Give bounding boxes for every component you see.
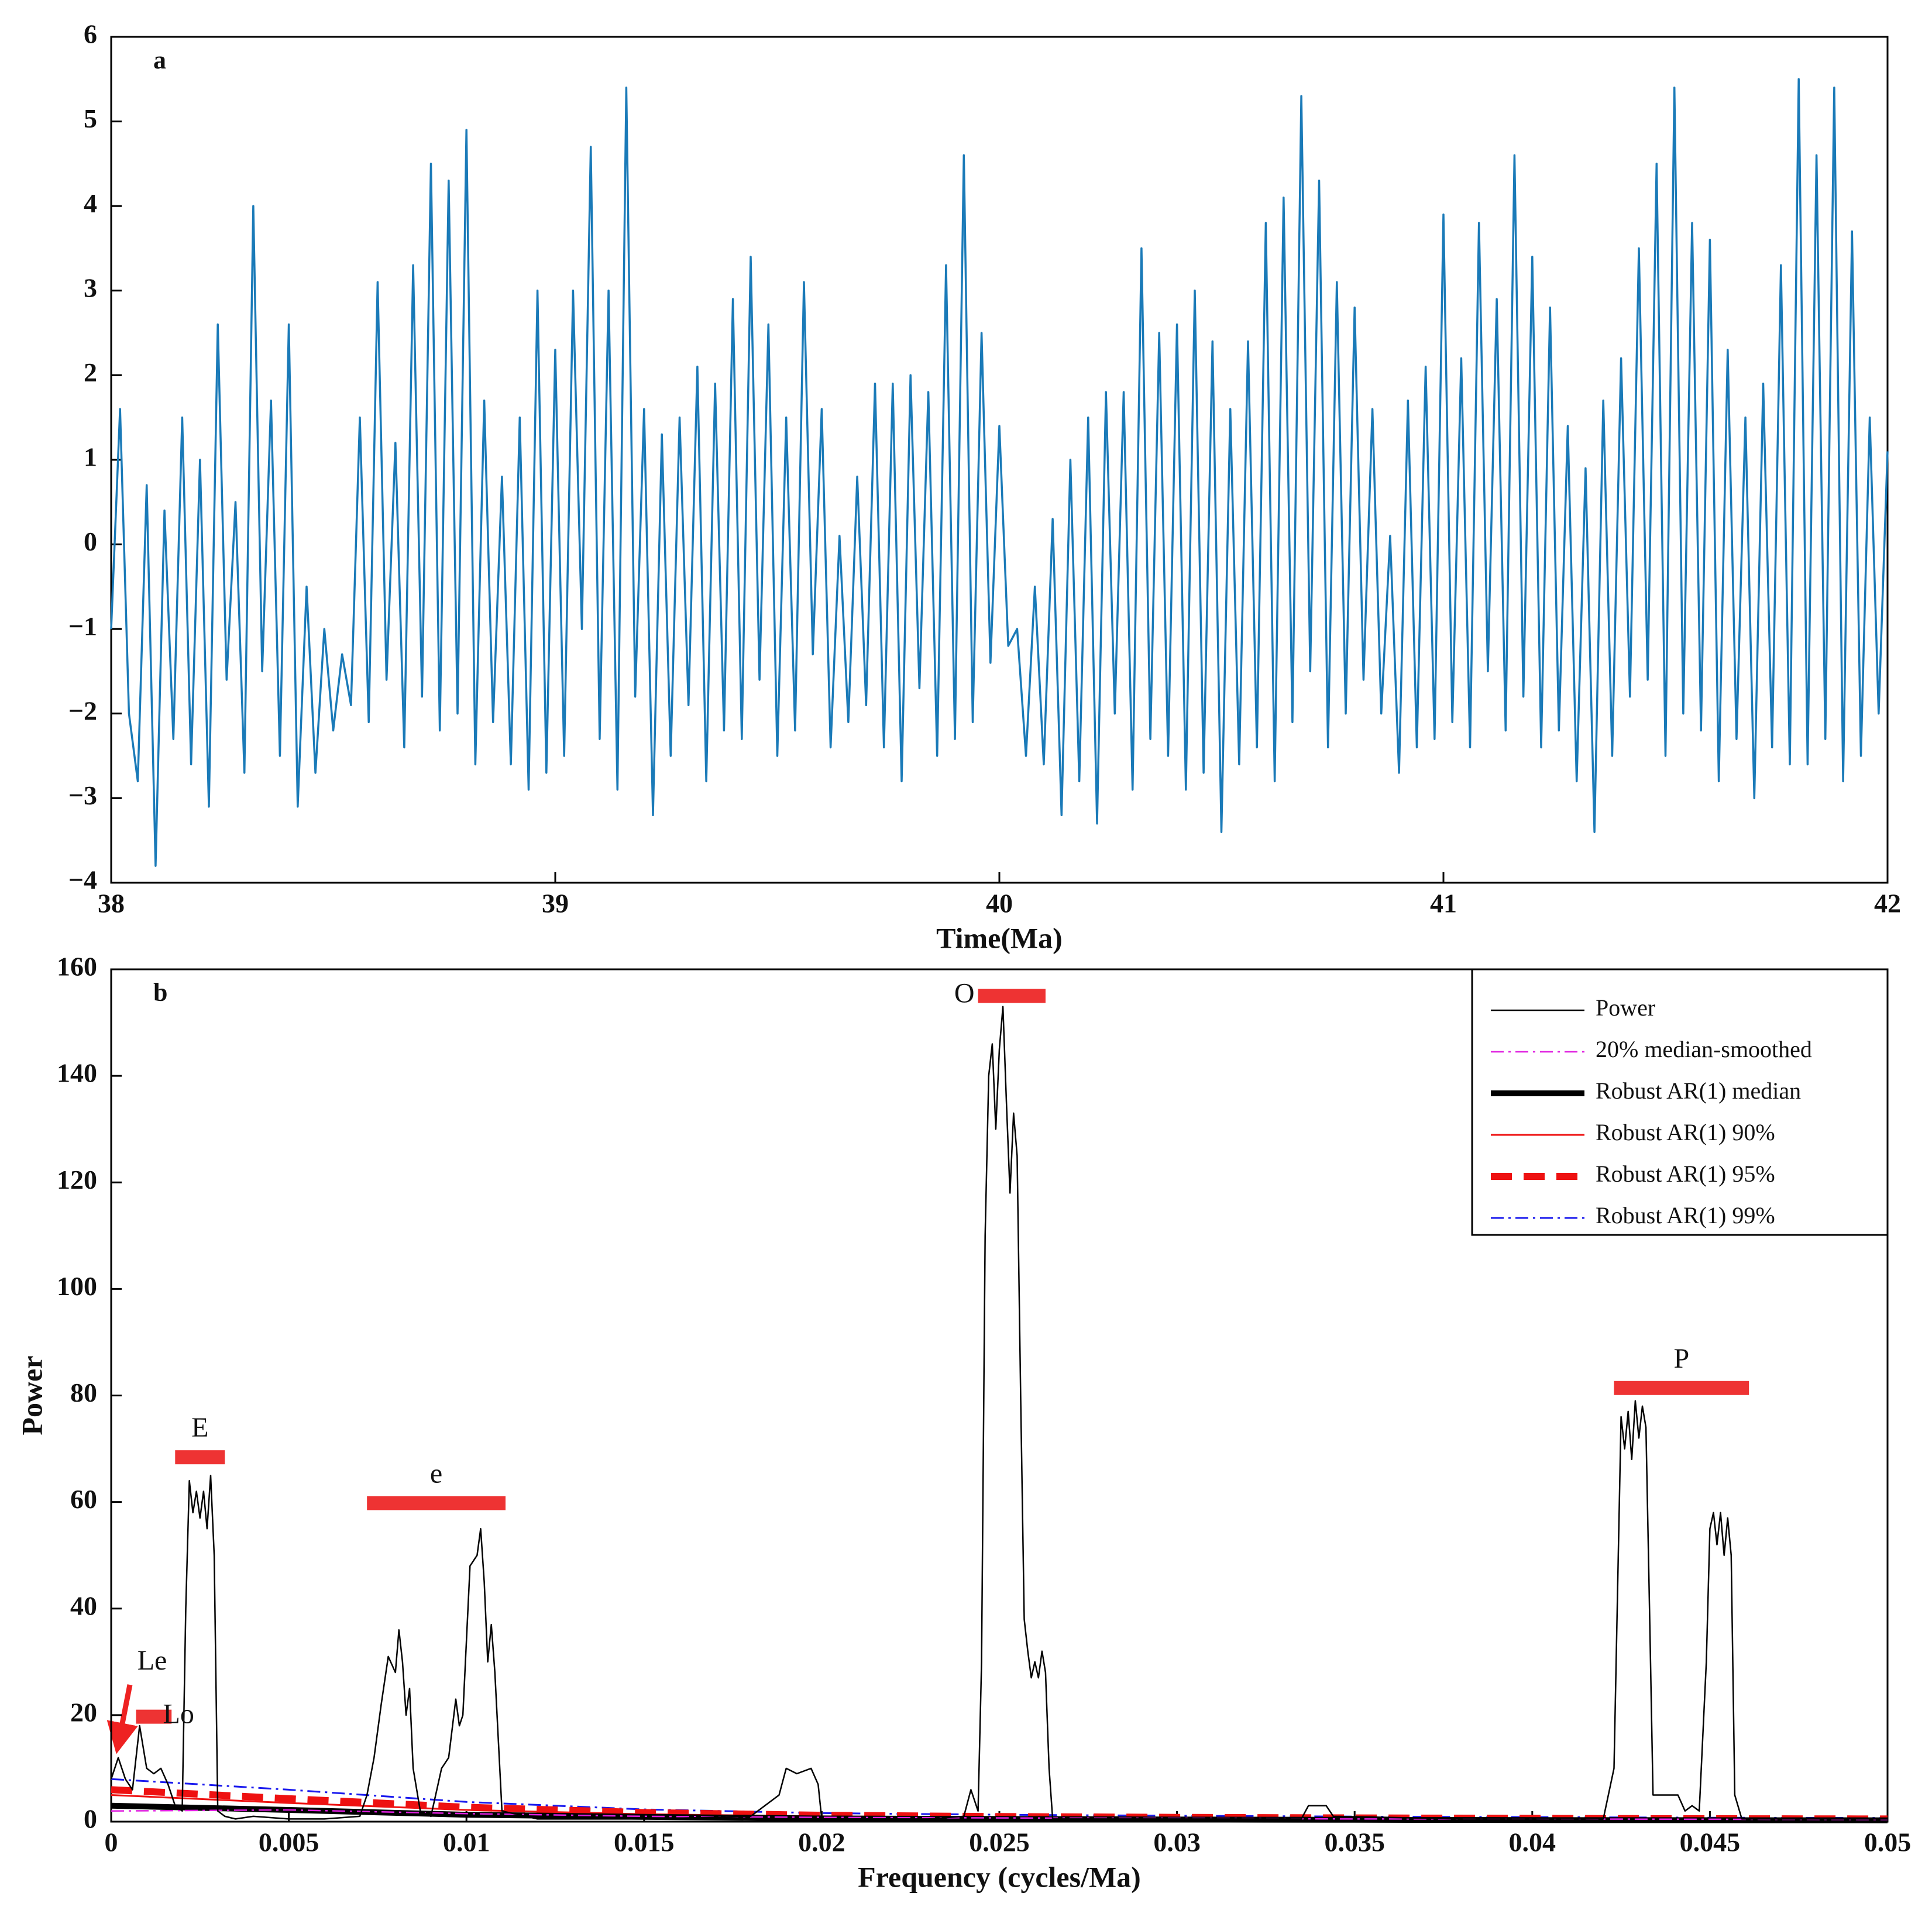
annotation-label: E bbox=[191, 1412, 208, 1443]
y-tick-label: 40 bbox=[70, 1591, 97, 1620]
annotation-bar bbox=[136, 1709, 172, 1724]
y-tick-label: 160 bbox=[57, 952, 97, 982]
series-line bbox=[111, 1802, 1888, 1823]
y-tick-label: 60 bbox=[70, 1484, 97, 1514]
y-axis-label: Power bbox=[15, 1355, 48, 1435]
annotation-bar bbox=[367, 1496, 506, 1510]
y-tick-label: 6 bbox=[84, 19, 97, 49]
y-tick-label: 1 bbox=[84, 442, 97, 472]
le-arrow bbox=[106, 1684, 138, 1754]
x-tick-label: 39 bbox=[542, 889, 569, 918]
y-tick-label: 80 bbox=[70, 1378, 97, 1407]
x-tick-label: 41 bbox=[1430, 889, 1457, 918]
annotation-label: e bbox=[430, 1458, 442, 1489]
annotation-bar bbox=[1614, 1381, 1749, 1395]
annotation-bar bbox=[978, 989, 1046, 1003]
data-line bbox=[110, 78, 1889, 867]
x-tick-label: 40 bbox=[986, 889, 1013, 918]
y-tick-label: −2 bbox=[68, 696, 97, 725]
annotation-label: O bbox=[954, 978, 975, 1009]
annotation-label: Le bbox=[137, 1645, 167, 1676]
panel-label: a bbox=[153, 46, 166, 74]
legend-label: Robust AR(1) 99% bbox=[1596, 1202, 1775, 1228]
x-tick-label: 0.05 bbox=[1864, 1827, 1912, 1857]
legend-label: Robust AR(1) 95% bbox=[1596, 1161, 1775, 1187]
x-tick-label: 42 bbox=[1874, 889, 1901, 918]
x-axis-label: Frequency (cycles/Ma) bbox=[858, 1860, 1141, 1893]
y-tick-label: −1 bbox=[68, 611, 97, 641]
panel-label: b bbox=[153, 978, 167, 1007]
x-axis-label: Time(Ma) bbox=[936, 921, 1063, 954]
y-tick-label: 120 bbox=[57, 1165, 97, 1195]
y-tick-label: 3 bbox=[84, 273, 97, 302]
y-tick-label: 0 bbox=[84, 1804, 97, 1834]
y-tick-label: 0 bbox=[84, 526, 97, 556]
y-tick-label: 20 bbox=[70, 1697, 97, 1727]
x-tick-label: 0.04 bbox=[1509, 1827, 1556, 1857]
x-tick-label: 0 bbox=[105, 1827, 118, 1857]
y-tick-label: 100 bbox=[57, 1271, 97, 1301]
y-tick-label: −4 bbox=[68, 865, 97, 895]
x-tick-label: 0.02 bbox=[798, 1827, 845, 1857]
annotation-label: P bbox=[1673, 1343, 1689, 1374]
x-tick-label: 0.015 bbox=[614, 1827, 675, 1857]
x-tick-label: 38 bbox=[98, 889, 125, 918]
x-tick-label: 0.045 bbox=[1680, 1827, 1741, 1857]
annotation-label: Lo bbox=[163, 1699, 194, 1730]
x-tick-label: 0.025 bbox=[969, 1827, 1030, 1857]
annotation-bar bbox=[175, 1450, 225, 1465]
y-tick-label: 5 bbox=[84, 104, 97, 133]
legend-label: Robust AR(1) median bbox=[1596, 1078, 1801, 1104]
series-line bbox=[110, 1006, 1888, 1820]
x-tick-label: 0.03 bbox=[1153, 1827, 1201, 1857]
y-tick-label: 4 bbox=[84, 188, 97, 218]
y-tick-label: 140 bbox=[57, 1058, 97, 1088]
x-tick-label: 0.035 bbox=[1324, 1827, 1385, 1857]
x-tick-label: 0.005 bbox=[259, 1827, 319, 1857]
y-tick-label: −3 bbox=[68, 780, 97, 810]
x-tick-label: 0.01 bbox=[443, 1827, 490, 1857]
legend-box bbox=[1471, 968, 1889, 1236]
y-tick-label: 2 bbox=[84, 357, 97, 387]
legend-label: 20% median-smoothed bbox=[1596, 1036, 1812, 1062]
legend-label: Robust AR(1) 90% bbox=[1596, 1119, 1775, 1145]
legend-label: Power bbox=[1596, 994, 1655, 1021]
plot-frame bbox=[110, 36, 1889, 884]
